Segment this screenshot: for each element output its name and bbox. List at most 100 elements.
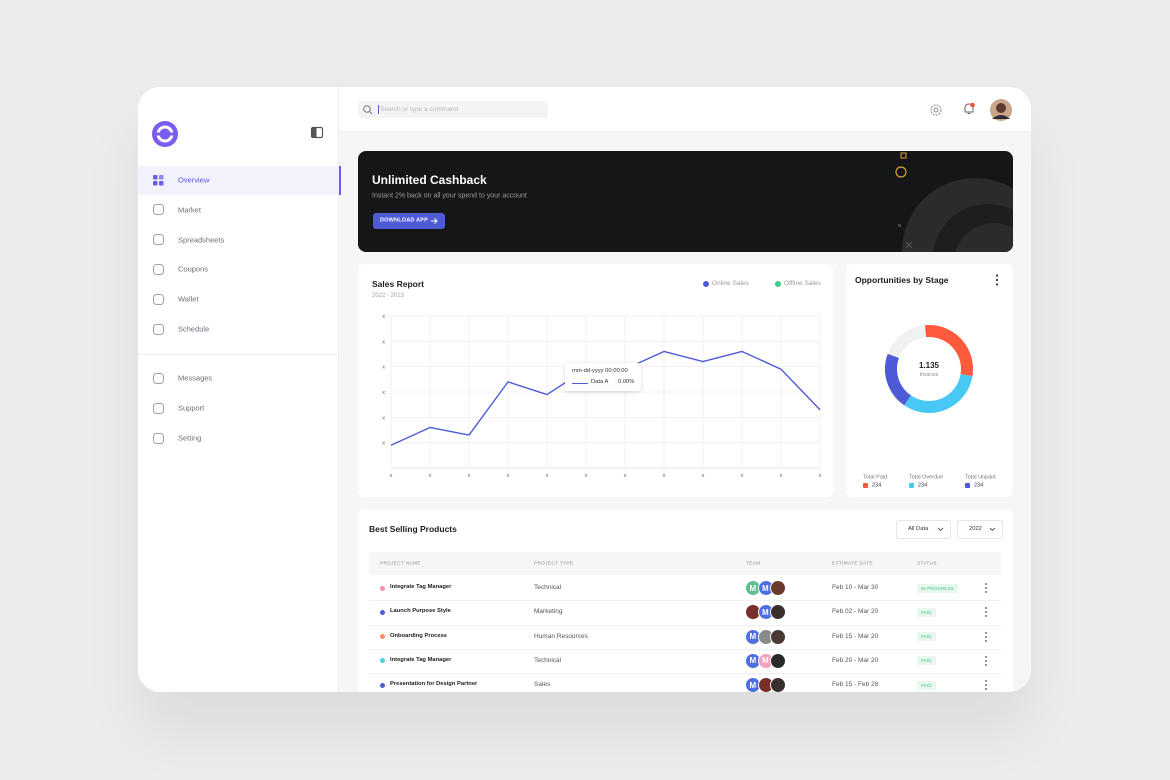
y-tick-label: x: [382, 365, 385, 371]
nav-item[interactable]: Support: [178, 403, 205, 413]
nav-item[interactable]: Setting: [178, 433, 202, 443]
menu-dot: [985, 615, 987, 618]
column-header: STATUS: [917, 560, 937, 566]
settings-icon[interactable]: [930, 104, 942, 116]
row-menu[interactable]: [984, 583, 988, 593]
nav-icon[interactable]: [153, 323, 164, 335]
legend-dot: [703, 281, 709, 287]
settings-inner: [933, 107, 939, 113]
menu-dot: [985, 639, 987, 642]
nav-icon[interactable]: [153, 234, 164, 246]
tooltip-series: Data A: [591, 379, 609, 386]
menu-dot: [985, 583, 987, 585]
arrow: [431, 218, 438, 224]
nav-icon[interactable]: [153, 402, 164, 414]
coin: [895, 166, 907, 178]
row-menu[interactable]: [984, 607, 988, 618]
x-tick-label: x: [780, 473, 783, 479]
menu-dot: [985, 684, 987, 687]
menu-dot: [985, 611, 987, 614]
active-highlight: [138, 166, 341, 195]
menu-dot: [985, 680, 987, 683]
row-divider: [369, 673, 1001, 675]
promo-banner: Unlimited Cashback Instant 2% back on all…: [358, 151, 1013, 252]
nav-item[interactable]: Coupons: [178, 264, 209, 274]
avatar-initial: M: [749, 583, 757, 593]
project-type: Human Resources: [534, 632, 588, 640]
nav-item[interactable]: Overview: [178, 175, 210, 185]
more-menu[interactable]: [995, 274, 999, 286]
nav-icon-square: [153, 180, 158, 185]
nav-item[interactable]: Spreadsheets: [178, 234, 225, 244]
user-avatar[interactable]: [990, 99, 1012, 121]
filter-dropdown[interactable]: 2022: [957, 520, 1003, 539]
donut-segment: [885, 353, 912, 406]
filter-dropdown[interactable]: All Data: [896, 520, 951, 539]
project-type: Marketing: [534, 608, 563, 616]
notification-icon[interactable]: [963, 102, 975, 115]
legend-swatch: [863, 483, 868, 488]
row-menu[interactable]: [984, 680, 988, 691]
nav-icon[interactable]: [153, 174, 164, 186]
nav-item[interactable]: Messages: [178, 373, 213, 383]
donut-segment: [925, 325, 973, 377]
tooltip-title: mm-dd-yyyy 00:00:00: [572, 368, 628, 375]
y-tick-label: x: [382, 390, 385, 396]
row-menu[interactable]: [984, 655, 988, 666]
nav-icon-outline: [153, 432, 164, 444]
menu-dot: [985, 659, 987, 662]
team-avatar: [770, 652, 786, 669]
nav-icon[interactable]: [153, 263, 164, 275]
nav-icon-square: [159, 174, 164, 179]
y-tick-label: x: [382, 339, 385, 345]
download-button[interactable]: DOWNLOAD APP: [373, 213, 445, 229]
nav-icon-outline: [153, 293, 164, 305]
nav-icon[interactable]: [153, 293, 164, 305]
status-label: PAID: [921, 634, 932, 640]
y-tick-label: x: [382, 415, 385, 421]
avatar-head: [996, 103, 1006, 113]
project-name: Presentation for Design Partner: [390, 681, 478, 688]
row-menu[interactable]: [984, 631, 988, 642]
opportunities-card: Opportunities by Stage 1.135 Invoices Total…: [846, 264, 1013, 497]
row-divider: [369, 624, 1001, 626]
nav-icon[interactable]: [153, 372, 164, 384]
search-lens: [363, 105, 371, 113]
collapse-button[interactable]: [310, 126, 324, 139]
menu-dot: [995, 278, 999, 282]
legend-dot: [775, 281, 781, 287]
menu-dot: [985, 655, 987, 658]
banner-subtitle: Instant 2% back on all your spend to you…: [372, 192, 527, 200]
search-placeholder: Search or type a command: [380, 105, 459, 113]
y-tick-label: x: [382, 314, 385, 320]
team-avatar: M: [757, 652, 774, 669]
nav-icon-square: [159, 180, 164, 185]
search-box[interactable]: Search or type a command: [358, 101, 548, 118]
menu-dot: [985, 635, 987, 638]
nav-icon[interactable]: [153, 432, 164, 444]
legend-swatch: [909, 483, 914, 488]
legend-label: Total Overdue: [909, 474, 944, 481]
avatar-initial: M: [749, 656, 757, 666]
x-tick-label: x: [819, 473, 822, 479]
chart-subtitle: 2022 - 2023: [372, 293, 405, 299]
nav-item[interactable]: Schedule: [178, 324, 210, 334]
legend-value: 234: [918, 482, 928, 489]
menu-dot: [995, 283, 999, 286]
nav-icon-outline: [153, 234, 164, 246]
deco-cross: [897, 223, 913, 249]
row-dot: [380, 658, 385, 664]
menu-dot: [985, 587, 987, 589]
coin: [900, 152, 907, 159]
chevron: [937, 527, 944, 532]
donut-chart: 1.135 Invoices: [885, 325, 973, 413]
project-name: Integrate Tag Manager: [390, 656, 452, 663]
menu-dot: [985, 663, 987, 666]
nav-item[interactable]: Market: [178, 205, 201, 215]
project-name: Onboarding Process: [390, 632, 448, 639]
nav-item[interactable]: Wallet: [178, 294, 199, 304]
nav-icon-square: [153, 174, 158, 179]
x-tick-label: x: [741, 473, 744, 479]
nav-icon[interactable]: [153, 204, 164, 216]
